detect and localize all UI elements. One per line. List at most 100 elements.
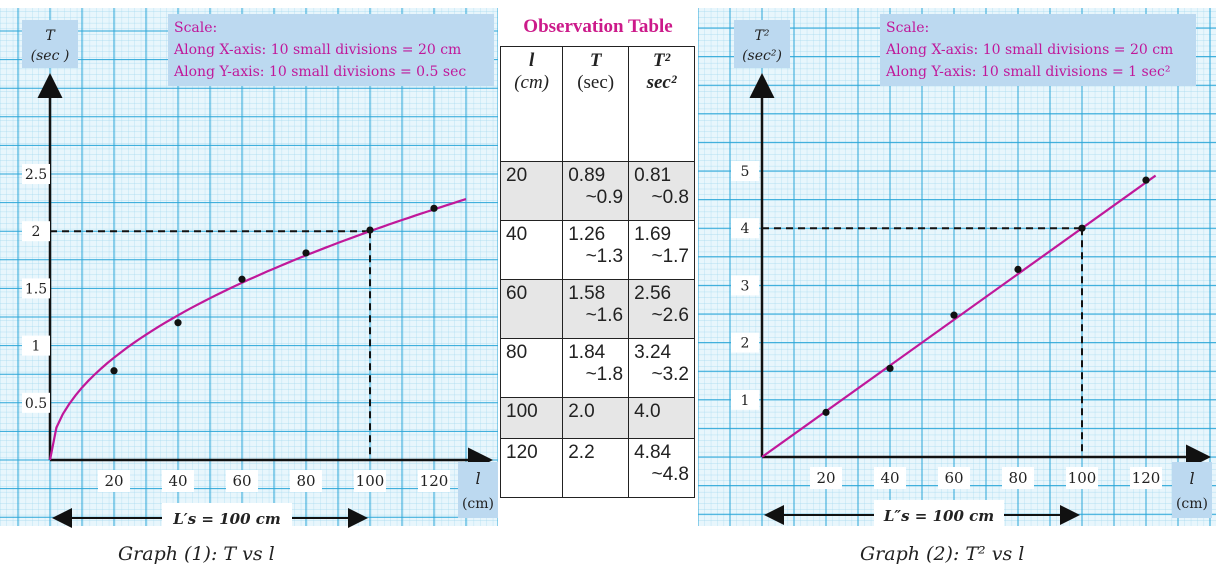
data-point xyxy=(1142,176,1150,184)
data-point xyxy=(238,275,246,283)
graph-caption: Graph (1): T vs l xyxy=(118,543,275,565)
x-tick-label-bg xyxy=(226,470,258,492)
table-row: 120 2.2 4.84 ~4.8 xyxy=(499,438,695,498)
y-tick-label-bg xyxy=(731,218,759,239)
y-label-box xyxy=(734,20,790,68)
data-point xyxy=(1078,224,1086,232)
x-axis-unit: (cm) xyxy=(1176,496,1208,512)
header-l: l (cm) xyxy=(499,46,564,162)
table-row: 60 1.58 ~1.6 2.56 ~2.6 xyxy=(499,279,695,339)
table-row: 40 1.26 ~1.3 1.69 ~1.7 xyxy=(499,220,695,280)
data-point xyxy=(430,204,438,212)
caption-bg xyxy=(854,530,1054,570)
cell-t2: 4.0 xyxy=(628,397,695,439)
cell-t: 1.26 ~1.3 xyxy=(562,220,630,280)
scale-title: Scale: xyxy=(174,20,217,36)
x-tick-label-bg xyxy=(874,467,906,489)
cell-l: 100 xyxy=(499,397,564,439)
annotation-bg xyxy=(162,503,292,531)
x-tick-label: 100 xyxy=(356,472,385,490)
x-tick-label-bg xyxy=(98,470,130,492)
y-tick-label-bg xyxy=(22,164,50,184)
y-tick-label-bg xyxy=(22,278,50,299)
x-tick-label-bg xyxy=(1130,467,1162,489)
data-point xyxy=(366,226,374,234)
scale-y-text: Along Y-axis: 10 small divisions = 1 sec… xyxy=(885,64,1170,80)
y-label-box xyxy=(22,20,78,68)
y-tick-label: 2 xyxy=(741,336,750,352)
cell-t2: 2.56 ~2.6 xyxy=(628,279,695,339)
y-tick-label: 2 xyxy=(32,224,41,240)
y-axis-label: T² xyxy=(755,28,770,44)
y-tick-label-bg xyxy=(731,389,759,410)
y-tick-label: 1 xyxy=(32,339,41,355)
data-point xyxy=(886,364,894,372)
annotation-label: L′s = 100 cm xyxy=(172,510,281,528)
table-row: 80 1.84 ~1.8 3.24 ~3.2 xyxy=(499,338,695,398)
y-tick-label: 2.5 xyxy=(25,167,47,183)
scale-x-text: Along X-axis: 10 small divisions = 20 cm xyxy=(885,42,1173,58)
data-point xyxy=(950,311,958,319)
annotation-label: L″s = 100 cm xyxy=(883,507,994,525)
y-tick-label-bg xyxy=(731,161,759,181)
x-tick-label-bg xyxy=(290,470,322,492)
x-tick-label: 100 xyxy=(1068,469,1097,487)
table-row: 20 0.89 ~0.9 0.81 ~0.8 xyxy=(499,161,695,221)
cell-t2: 4.84 ~4.8 xyxy=(628,438,695,498)
x-tick-label-bg xyxy=(162,470,194,492)
x-axis-label: l xyxy=(475,469,480,488)
x-tick-label-bg xyxy=(1066,467,1098,489)
x-tick-label-bg xyxy=(354,470,386,492)
x-tick-label-bg xyxy=(810,467,842,489)
y-tick-label-bg xyxy=(22,221,50,242)
x-tick-label: 120 xyxy=(1132,469,1161,487)
graph-caption: Graph (2): T² vs l xyxy=(860,543,1024,565)
y-axis-unit: (sec ) xyxy=(31,48,70,64)
table-row: 100 2.0 4.0 xyxy=(499,397,695,439)
x-tick-label: 80 xyxy=(296,472,315,490)
y-tick-label-bg xyxy=(22,392,50,413)
cell-l: 120 xyxy=(499,438,564,498)
scale-box xyxy=(168,14,494,86)
cell-t: 1.58 ~1.6 xyxy=(562,279,630,339)
cell-t: 2.0 xyxy=(562,397,630,439)
data-point xyxy=(822,408,830,416)
cell-t: 0.89 ~0.9 xyxy=(562,161,630,221)
y-tick-label-bg xyxy=(731,332,759,353)
annotation-bg xyxy=(874,500,1004,528)
graph-2: 20 40 60 80 100 120 1 2 3 4 5 T² (sec²) l (cm) Scale: Al… xyxy=(698,8,1216,570)
cell-t2: 1.69 ~1.7 xyxy=(628,220,695,280)
data-point xyxy=(302,249,310,257)
graph-1: 20 40 60 80 100 120 0.5 1 1.5 2 2.5 T (sec ) l (cm) Sca… xyxy=(0,8,498,570)
y-axis-unit: (sec²) xyxy=(742,48,782,64)
scale-x-text: Along X-axis: 10 small divisions = 20 cm xyxy=(173,42,461,58)
cell-l: 60 xyxy=(499,279,564,339)
x-label-box xyxy=(1172,462,1212,518)
cell-l: 40 xyxy=(499,220,564,280)
table-header-row: l (cm) T (sec) T² sec² xyxy=(499,46,695,162)
header-t2: T² sec² xyxy=(628,46,695,162)
data-table: l (cm) T (sec) T² sec² 20 0.89 ~0.9 0.81 ~0.8 40… xyxy=(499,46,695,498)
y-tick-label: 3 xyxy=(741,278,750,294)
cell-t2: 0.81 ~0.8 xyxy=(628,161,695,221)
x-axis-unit: (cm) xyxy=(462,496,494,512)
y-tick-label-bg xyxy=(22,335,50,356)
y-tick-label: 1 xyxy=(741,393,750,409)
data-point xyxy=(1014,265,1022,273)
observation-table: Observation Table l (cm) T (sec) T² sec² 20… xyxy=(498,8,698,523)
scale-title: Scale: xyxy=(886,20,929,36)
cell-l: 20 xyxy=(499,161,564,221)
table-title: Observation Table xyxy=(523,16,673,37)
data-point xyxy=(110,367,118,375)
x-tick-label: 120 xyxy=(420,472,449,490)
caption-bg xyxy=(112,530,312,570)
x-tick-label: 20 xyxy=(816,469,835,487)
cell-t2: 3.24 ~3.2 xyxy=(628,338,695,398)
y-tick-label: 0.5 xyxy=(25,396,47,412)
cell-t: 1.84 ~1.8 xyxy=(562,338,630,398)
y-tick-label: 5 xyxy=(741,164,750,180)
x-tick-label: 20 xyxy=(104,472,123,490)
cell-t: 2.2 xyxy=(562,438,630,498)
x-tick-label-bg xyxy=(418,470,450,492)
x-axis-label: l xyxy=(1189,469,1194,488)
